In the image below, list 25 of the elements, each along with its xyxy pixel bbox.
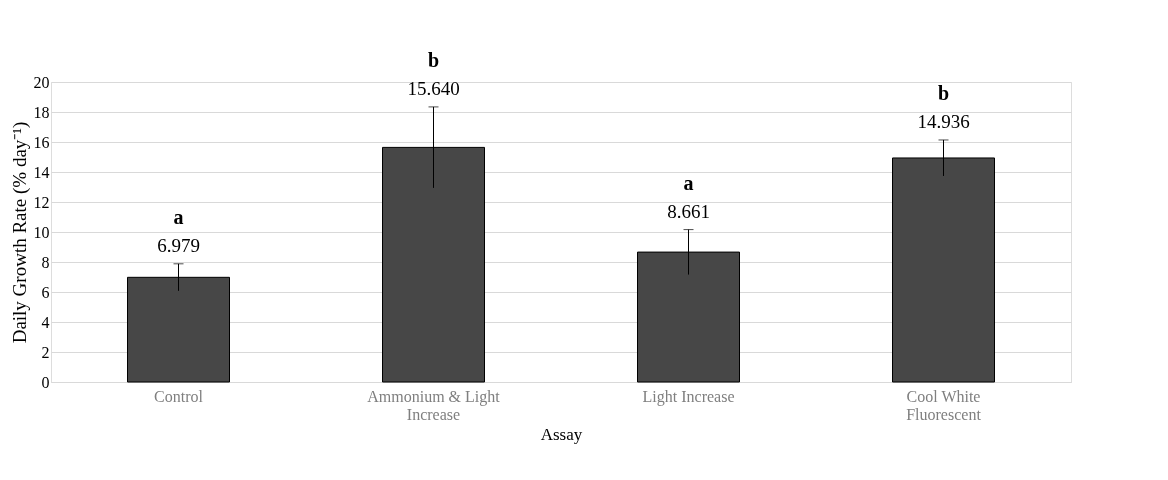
y-tick-label: 6 (41, 283, 50, 301)
y-axis-title: Daily Growth Rate (% day⁻¹) (8, 121, 31, 344)
x-tick-label: Light Increase (642, 387, 735, 406)
y-tick-label: 18 (33, 103, 50, 121)
x-tick-label: Ammonium & Light Increase (367, 387, 501, 423)
y-tick-label: 20 (33, 73, 50, 91)
x-axis-title: Assay (540, 424, 583, 444)
x-tick-label: Cool White Fluorescent (906, 387, 982, 423)
annotation: a (683, 171, 694, 194)
y-tick-label: 12 (33, 193, 50, 211)
y-tick-label: 2 (41, 343, 50, 361)
y-tick-label: 10 (33, 223, 50, 241)
data-label: 15.640 (407, 77, 460, 99)
y-tick-label: 8 (41, 253, 50, 271)
annotation: b (937, 81, 950, 104)
y-tick-label: 14 (33, 163, 50, 181)
x-tick-label: Control (154, 387, 204, 405)
annotation: a (173, 205, 184, 228)
y-tick-label: 4 (41, 313, 50, 331)
data-label: 6.979 (157, 234, 200, 256)
data-label: 14.936 (917, 110, 970, 132)
text: b (427, 48, 440, 71)
y-tick-label: 16 (33, 133, 50, 151)
y-tick-label: 0 (41, 373, 50, 391)
data-label: 8.661 (667, 200, 710, 222)
